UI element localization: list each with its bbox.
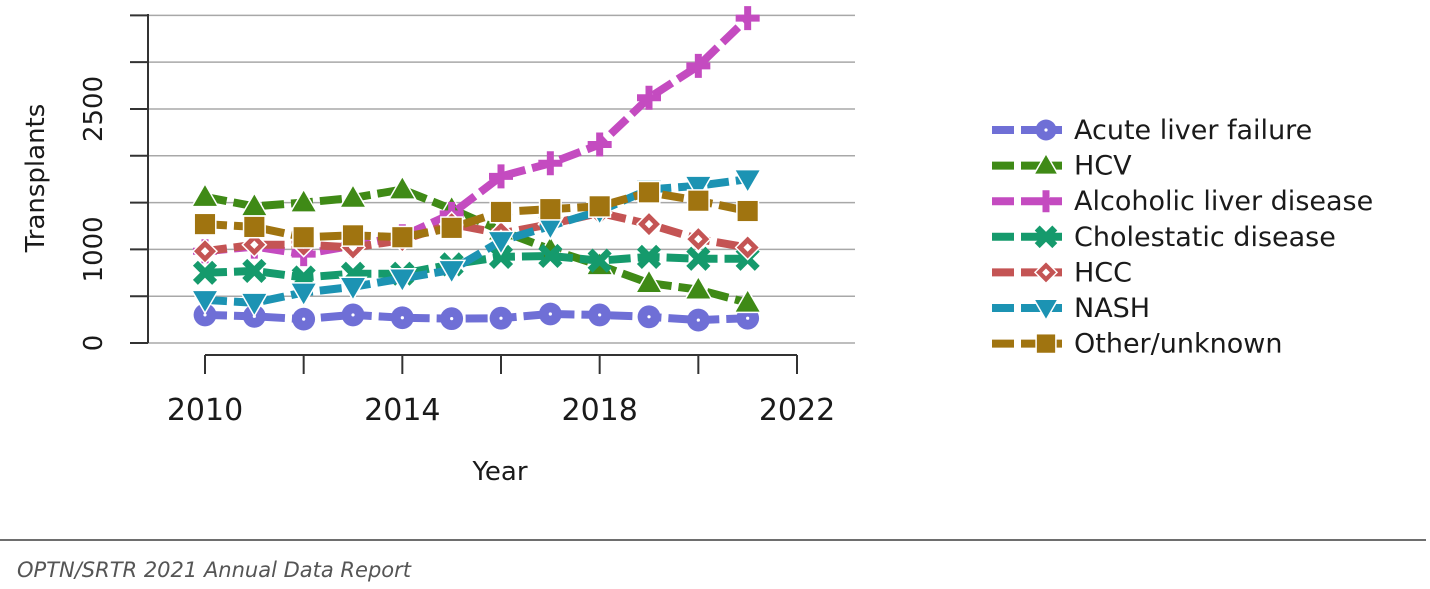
data-point <box>685 226 712 253</box>
data-point <box>489 164 513 189</box>
data-point <box>683 175 713 201</box>
legend-entry: HCC <box>992 257 1132 288</box>
data-point <box>538 151 563 176</box>
data-point <box>341 223 365 247</box>
x-axis-label: Year <box>471 457 527 487</box>
data-point <box>390 225 414 249</box>
data-point <box>733 168 763 194</box>
data-point <box>637 180 661 204</box>
legend-entry: HCV <box>992 151 1132 182</box>
legend-marker <box>1034 225 1058 249</box>
data-point <box>193 212 217 236</box>
legend-label: NASH <box>1074 293 1150 324</box>
data-point <box>538 302 562 326</box>
data-point <box>390 306 414 330</box>
data-point <box>735 6 760 31</box>
series-line <box>204 185 749 307</box>
legend-entry: Cholestatic disease <box>992 222 1336 253</box>
legend-label: Alcoholic liver disease <box>1074 186 1373 217</box>
data-point <box>440 307 464 331</box>
data-point <box>190 289 220 315</box>
data-point <box>736 199 760 223</box>
y-tick-label: 2500 <box>79 76 109 142</box>
legend-label: HCV <box>1074 151 1132 182</box>
data-point <box>488 244 514 269</box>
data-point <box>538 243 563 269</box>
data-point <box>587 248 612 273</box>
legend-entry: Alcoholic liver disease <box>992 186 1373 217</box>
data-point <box>587 132 612 157</box>
data-point <box>486 230 516 256</box>
data-point <box>489 306 513 330</box>
legend-entry: NASH <box>992 293 1150 324</box>
data-point <box>588 194 612 218</box>
legend-label: Other/unknown <box>1074 329 1282 360</box>
legend-marker <box>1032 298 1060 322</box>
x-tick-label: 2018 <box>561 393 637 428</box>
data-point <box>341 303 365 327</box>
legend-label: Acute liver failure <box>1074 115 1312 146</box>
data-point <box>338 276 368 302</box>
data-point <box>686 246 711 271</box>
data-point <box>683 274 713 300</box>
data-point <box>292 307 316 331</box>
data-point <box>242 258 267 283</box>
footer-source: OPTN/SRTR 2021 Annual Data Report <box>17 558 411 582</box>
data-point <box>192 260 218 285</box>
x-tick-label: 2010 <box>167 393 243 428</box>
line-chart: 0 1000 2500 2010 2014 2018 2022 Acute liver fa… <box>21 6 1373 487</box>
series-line <box>204 251 748 282</box>
series-acute-liver-failure <box>193 302 760 332</box>
legend: Acute liver failure HCV Alcoholic liver di… <box>992 115 1373 360</box>
legend-marker <box>1035 190 1057 213</box>
legend-marker <box>1035 119 1057 141</box>
data-point <box>239 292 269 318</box>
data-point <box>734 234 761 261</box>
data-point <box>241 231 268 258</box>
data-point <box>637 305 661 329</box>
data-point <box>193 303 217 327</box>
data-point <box>190 182 220 208</box>
data-point <box>387 268 417 294</box>
data-point <box>387 174 417 200</box>
series-other-unknown <box>193 180 760 249</box>
y-tick-label: 1000 <box>79 216 109 282</box>
data-point <box>634 268 664 294</box>
data-point <box>538 197 562 221</box>
series-line <box>204 309 748 325</box>
data-point <box>191 238 219 265</box>
data-point <box>292 225 316 249</box>
data-point <box>489 200 513 224</box>
data-point <box>733 288 763 314</box>
legend-marker <box>1035 332 1057 355</box>
data-point <box>242 215 266 239</box>
x-tick-label: 2022 <box>759 393 835 428</box>
axes: 0 1000 2500 2010 2014 2018 2022 <box>79 14 835 428</box>
x-tick-label: 2014 <box>364 393 440 428</box>
data-point <box>588 303 612 327</box>
data-point <box>686 308 710 332</box>
data-point <box>440 216 464 240</box>
data-point <box>289 187 319 213</box>
legend-entry: Acute liver failure <box>992 115 1312 146</box>
data-point <box>637 85 661 110</box>
data-point <box>686 53 711 78</box>
series-cholestatic-disease <box>192 243 760 290</box>
data-point <box>636 244 662 269</box>
footer-divider <box>0 539 1426 541</box>
data-point <box>289 282 319 308</box>
data-point <box>437 259 467 285</box>
legend-marker <box>1032 152 1060 176</box>
legend-entry: Other/unknown <box>992 329 1282 360</box>
legend-label: HCC <box>1074 257 1132 288</box>
legend-marker <box>1033 260 1059 285</box>
legend-label: Cholestatic disease <box>1074 222 1336 253</box>
y-tick-label: 0 <box>79 335 109 352</box>
y-axis-label: Transplants <box>21 104 51 254</box>
series-lines <box>190 6 763 332</box>
data-point <box>686 189 710 213</box>
data-point <box>635 211 663 238</box>
data-point <box>338 183 368 209</box>
